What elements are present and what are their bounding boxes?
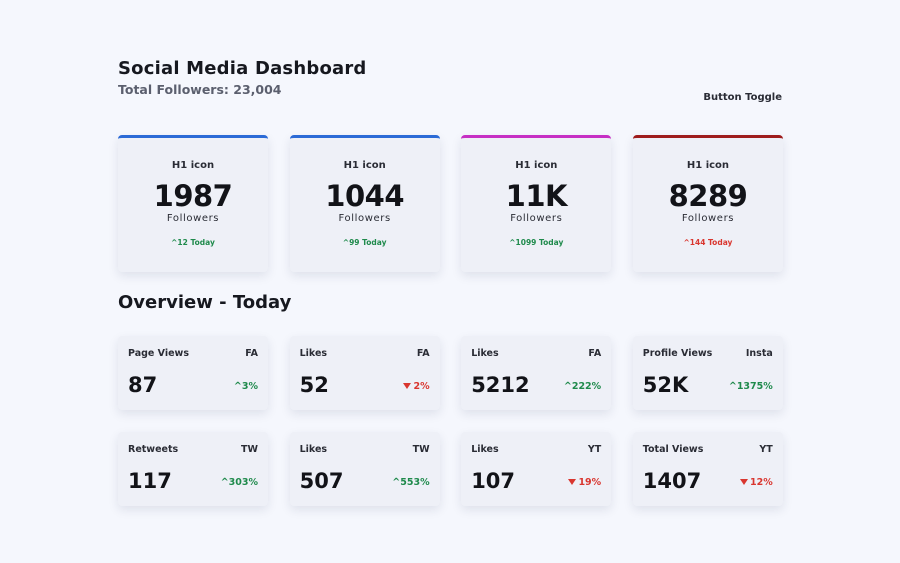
overview-label: Retweets (128, 444, 179, 455)
down-arrow-icon (403, 383, 412, 389)
followers-row: H1 icon 1987 Followers ^12 Today H1 icon… (118, 135, 783, 272)
overview-value: 507 (299, 469, 344, 493)
overview-title: Overview - Today (118, 292, 292, 313)
overview-change-wrap: 2% (403, 381, 430, 392)
overview-change-wrap: 12% (740, 477, 773, 488)
overview-change: ^303% (220, 477, 258, 488)
overview-value: 52K (642, 373, 689, 397)
platform-icon: Insta (745, 348, 773, 359)
follower-label: Followers (338, 213, 391, 224)
overview-value: 5212 (471, 373, 530, 397)
follower-count: 1044 (325, 179, 405, 213)
overview-label: Likes (471, 348, 499, 359)
follower-card-youtube[interactable]: H1 icon 8289 Followers ^144 Today (632, 135, 783, 272)
overview-label: Likes (299, 444, 328, 455)
overview-value: 1407 (642, 469, 702, 493)
follower-today-change: ^99 Today (342, 238, 387, 247)
overview-label: Total Views (642, 444, 704, 455)
overview-change: ^3% (233, 381, 258, 392)
follower-label: Followers (166, 213, 220, 224)
follower-today-change: ^144 Today (683, 238, 733, 247)
follower-card-twitter[interactable]: H1 icon 1044 Followers ^99 Today (289, 135, 440, 272)
overview-card[interactable]: Likes FA 52 2% (289, 336, 440, 410)
overview-change: 19% (578, 477, 602, 488)
overview-change: ^222% (563, 381, 602, 392)
youtube-icon: H1 icon (686, 160, 730, 171)
follower-label: Followers (681, 213, 735, 224)
platform-icon: FA (245, 348, 258, 359)
follower-count: 11K (505, 179, 568, 213)
follower-count: 8289 (668, 179, 748, 213)
theme-toggle-button[interactable]: Button Toggle (703, 92, 782, 103)
overview-label: Likes (299, 348, 328, 359)
overview-card[interactable]: Retweets TW 117 ^303% (118, 432, 268, 506)
follower-card-facebook[interactable]: H1 icon 1987 Followers ^12 Today (118, 135, 268, 272)
overview-grid: Page Views FA 87 ^3% Likes FA 52 2% Like… (118, 336, 783, 506)
down-arrow-icon (568, 479, 577, 485)
follower-count: 1987 (153, 179, 233, 213)
overview-label: Likes (471, 444, 499, 455)
overview-label: Profile Views (642, 348, 713, 359)
platform-icon: YT (587, 444, 602, 455)
overview-value: 117 (128, 469, 172, 493)
overview-value: 87 (128, 373, 158, 397)
overview-card[interactable]: Likes FA 5212 ^222% (461, 336, 612, 410)
overview-change: ^553% (392, 477, 430, 488)
total-followers: Total Followers: 23,004 (118, 82, 282, 97)
follower-card-instagram[interactable]: H1 icon 11K Followers ^1099 Today (461, 135, 612, 272)
overview-label: Page Views (128, 348, 189, 359)
facebook-icon: H1 icon (171, 160, 215, 171)
overview-change: 12% (750, 477, 773, 488)
overview-change: ^1375% (728, 381, 773, 392)
down-arrow-icon (740, 479, 749, 485)
overview-card[interactable]: Total Views YT 1407 12% (632, 432, 783, 506)
platform-icon: FA (416, 348, 430, 359)
platform-icon: TW (412, 444, 430, 455)
overview-change-wrap: 19% (568, 477, 601, 488)
twitter-icon: H1 icon (343, 160, 386, 171)
follower-today-change: ^1099 Today (509, 238, 564, 247)
overview-value: 107 (471, 469, 516, 493)
follower-today-change: ^12 Today (171, 238, 215, 247)
platform-icon: TW (241, 444, 258, 455)
platform-icon: YT (759, 444, 773, 455)
overview-card[interactable]: Likes YT 107 19% (461, 432, 612, 506)
overview-card[interactable]: Profile Views Insta 52K ^1375% (632, 336, 783, 410)
overview-card[interactable]: Page Views FA 87 ^3% (118, 336, 268, 410)
follower-label: Followers (510, 213, 563, 224)
page-title: Social Media Dashboard (118, 58, 367, 79)
platform-icon: FA (588, 348, 602, 359)
overview-value: 52 (299, 373, 329, 397)
instagram-icon: H1 icon (515, 160, 558, 171)
overview-card[interactable]: Likes TW 507 ^553% (289, 432, 440, 506)
overview-change: 2% (413, 381, 430, 392)
